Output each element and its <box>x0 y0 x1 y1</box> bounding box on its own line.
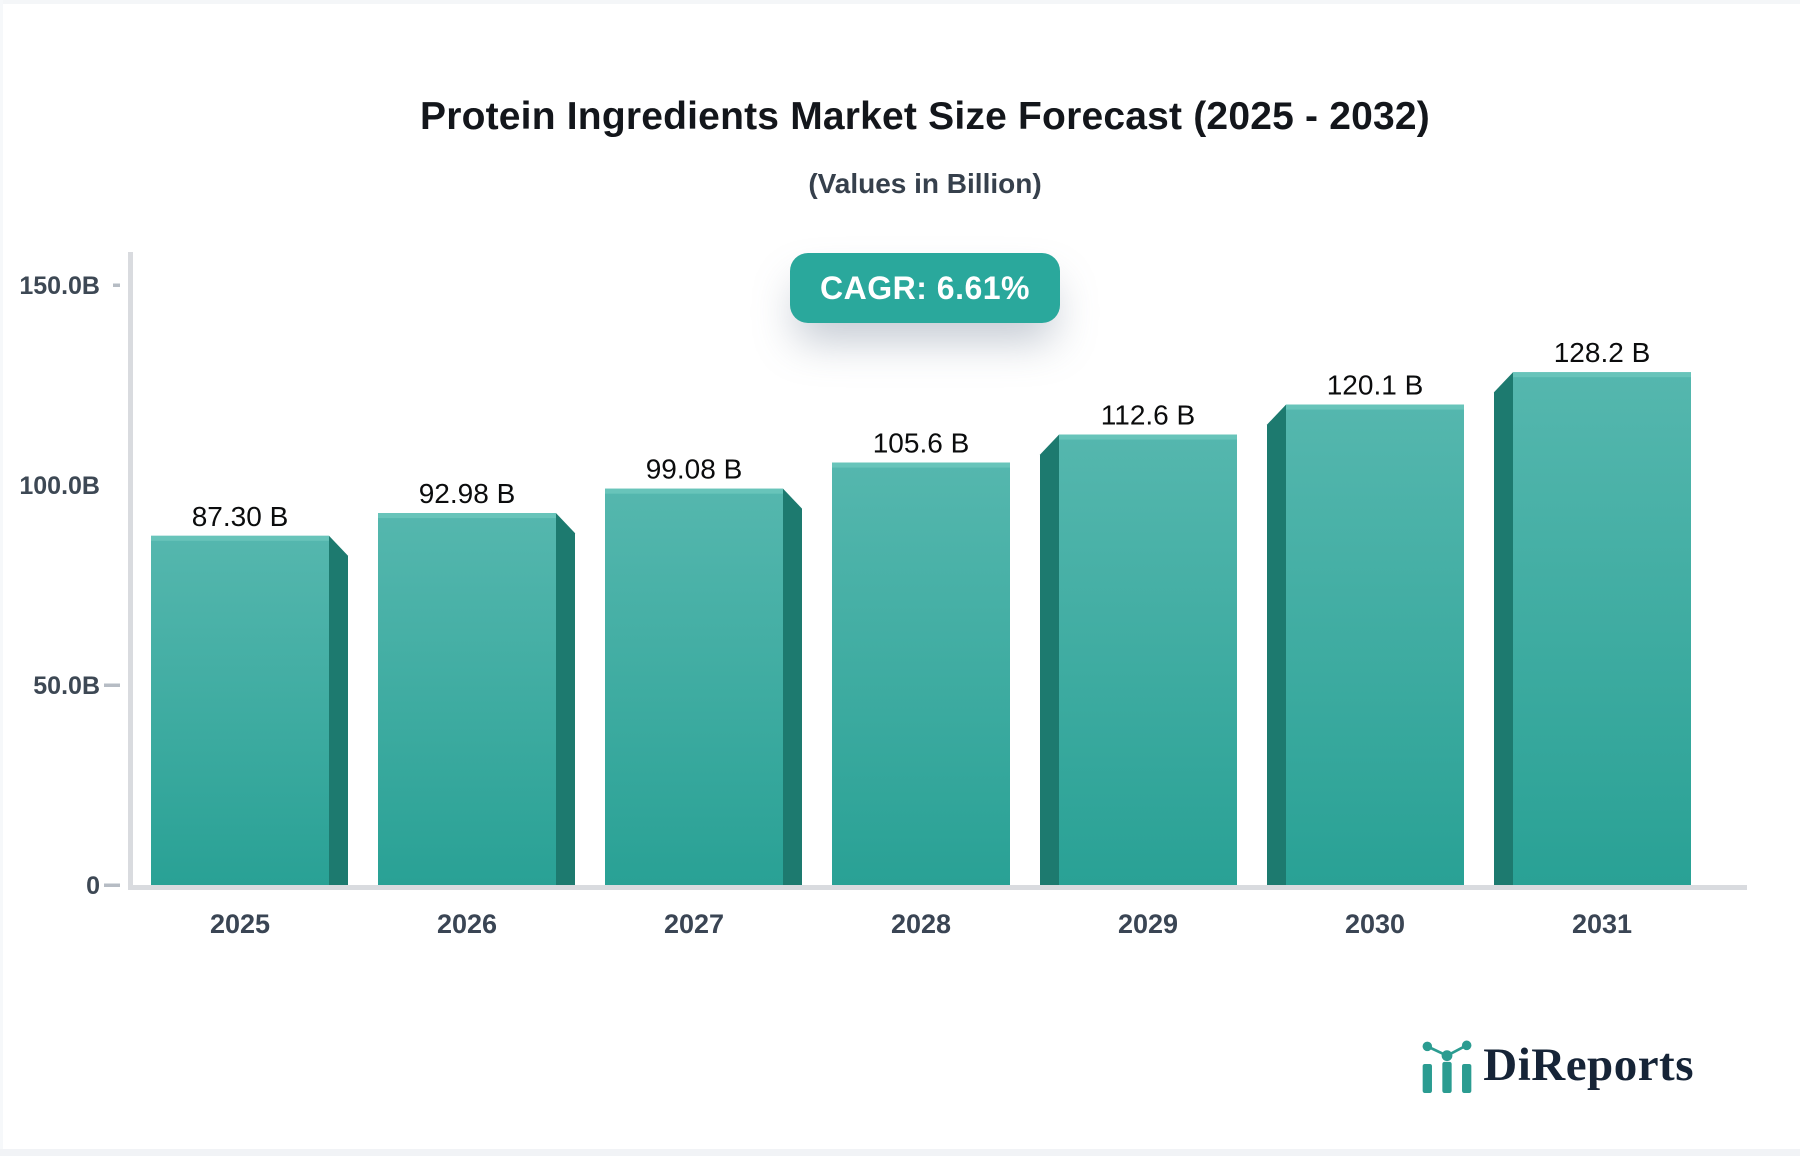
bar-value-label: 112.6 B <box>1101 400 1195 431</box>
bar-side-2025 <box>329 535 348 885</box>
bar-side-2027 <box>783 488 802 885</box>
bar-2031 <box>1513 372 1691 885</box>
bar-value-label: 92.98 B <box>419 478 516 509</box>
card-bottom-edge <box>0 1149 1800 1156</box>
bar-cap-2028 <box>832 462 1010 468</box>
bar-value-label: 105.6 B <box>873 428 970 459</box>
bar-2027 <box>605 488 783 885</box>
cagr-badge: CAGR: 6.61% <box>790 253 1060 323</box>
bar-side-2029 <box>1040 434 1059 885</box>
x-axis-label: 2027 <box>664 909 724 939</box>
x-axis-line <box>128 885 1747 890</box>
chart-title: Protein Ingredients Market Size Forecast… <box>419 95 1430 138</box>
x-axis-label: 2031 <box>1572 909 1632 939</box>
bar-side-2031 <box>1494 372 1513 885</box>
bar-cap-2029 <box>1059 434 1237 440</box>
y-axis-label: 150.0B <box>19 272 100 300</box>
y-axis-label: 50.0B <box>33 672 100 700</box>
y-axis-label: 0 <box>86 872 100 900</box>
bar-2025 <box>151 535 329 885</box>
x-axis-label: 2028 <box>891 909 951 939</box>
bar-value-label: 99.08 B <box>646 454 743 485</box>
bar-2030 <box>1286 404 1464 885</box>
bar-cap-2031 <box>1513 372 1691 378</box>
bar-value-label: 120.1 B <box>1327 370 1424 401</box>
y-tick <box>104 883 120 887</box>
bar-value-label: 87.30 B <box>192 501 289 532</box>
card-left-edge <box>0 0 3 1156</box>
x-axis-label: 2030 <box>1345 909 1405 939</box>
bar-2029 <box>1059 434 1237 885</box>
direports-logo-mark-icon <box>1422 1040 1472 1093</box>
bar-cap-2030 <box>1286 404 1464 410</box>
bar-cap-2025 <box>151 535 329 541</box>
bar-2026 <box>378 513 556 885</box>
direports-logo: DiReports <box>1420 1036 1694 1094</box>
bar-2028 <box>832 462 1010 885</box>
bar-side-2030 <box>1267 404 1286 885</box>
bar-value-label: 128.2 B <box>1554 337 1651 368</box>
x-axis-label: 2025 <box>210 909 270 939</box>
x-axis-label: 2029 <box>1118 909 1178 939</box>
y-tick <box>104 683 120 687</box>
x-axis-label: 2026 <box>437 909 497 939</box>
y-axis-label: 100.0B <box>19 472 100 500</box>
chart-subtitle: (Values in Billion) <box>808 168 1042 199</box>
y-tick <box>113 283 120 287</box>
bar-cap-2027 <box>605 488 783 494</box>
bar-cap-2026 <box>378 513 556 519</box>
card-top-edge <box>0 0 1800 4</box>
y-axis-line <box>128 252 133 890</box>
direports-logo-text: DiReports <box>1483 1038 1694 1091</box>
bar-side-2026 <box>556 513 575 885</box>
